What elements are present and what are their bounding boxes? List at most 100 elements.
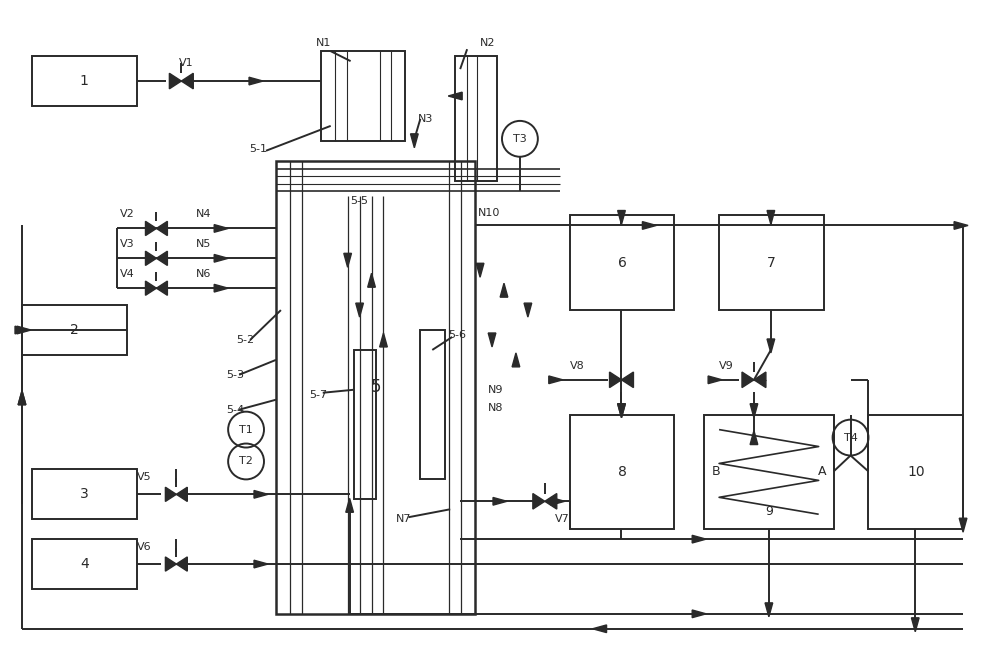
Polygon shape bbox=[767, 210, 775, 224]
Polygon shape bbox=[551, 498, 565, 505]
Polygon shape bbox=[618, 210, 625, 224]
Bar bbox=[321, 51, 405, 141]
Polygon shape bbox=[524, 303, 532, 317]
Polygon shape bbox=[169, 73, 181, 89]
Polygon shape bbox=[742, 372, 754, 387]
Bar bbox=[276, 161, 475, 614]
Polygon shape bbox=[156, 281, 167, 295]
Text: V4: V4 bbox=[120, 269, 134, 279]
Polygon shape bbox=[488, 333, 496, 347]
Polygon shape bbox=[17, 326, 31, 334]
Polygon shape bbox=[754, 372, 766, 387]
Polygon shape bbox=[181, 73, 193, 89]
Text: T4: T4 bbox=[844, 433, 857, 443]
Polygon shape bbox=[954, 222, 968, 229]
Polygon shape bbox=[476, 263, 484, 277]
Bar bbox=[719, 216, 824, 310]
Text: 9: 9 bbox=[765, 505, 773, 518]
Polygon shape bbox=[708, 376, 722, 383]
Polygon shape bbox=[512, 353, 520, 367]
Text: 5-5: 5-5 bbox=[351, 196, 369, 206]
Text: 10: 10 bbox=[907, 465, 925, 479]
Polygon shape bbox=[165, 557, 176, 571]
Bar bbox=[32, 56, 137, 106]
Text: 2: 2 bbox=[70, 323, 79, 337]
Polygon shape bbox=[356, 303, 363, 317]
Bar bbox=[868, 415, 963, 529]
Polygon shape bbox=[344, 253, 351, 267]
Text: 6: 6 bbox=[618, 256, 626, 270]
Bar bbox=[22, 305, 127, 355]
Text: V7: V7 bbox=[555, 514, 570, 524]
Polygon shape bbox=[692, 610, 706, 618]
Text: V2: V2 bbox=[120, 210, 134, 220]
Polygon shape bbox=[156, 221, 167, 236]
Polygon shape bbox=[767, 339, 775, 353]
Text: B: B bbox=[712, 465, 720, 478]
Polygon shape bbox=[214, 224, 228, 232]
Text: A: A bbox=[817, 465, 826, 478]
Polygon shape bbox=[165, 487, 176, 502]
Text: N7: N7 bbox=[395, 514, 411, 524]
Polygon shape bbox=[346, 498, 353, 512]
Text: 5-2: 5-2 bbox=[236, 335, 254, 345]
Text: V8: V8 bbox=[570, 361, 584, 371]
Polygon shape bbox=[368, 273, 375, 287]
Polygon shape bbox=[618, 403, 625, 418]
Polygon shape bbox=[249, 77, 263, 85]
Polygon shape bbox=[254, 490, 268, 498]
Polygon shape bbox=[145, 221, 156, 236]
Text: T1: T1 bbox=[239, 425, 253, 435]
Text: 5-4: 5-4 bbox=[226, 405, 244, 415]
Polygon shape bbox=[765, 603, 773, 617]
Polygon shape bbox=[156, 251, 167, 265]
Bar bbox=[354, 350, 376, 499]
Polygon shape bbox=[750, 403, 758, 418]
Polygon shape bbox=[621, 372, 633, 387]
Polygon shape bbox=[145, 251, 156, 265]
Bar bbox=[570, 415, 674, 529]
Text: 5-1: 5-1 bbox=[249, 144, 267, 154]
Bar bbox=[32, 539, 137, 589]
Text: N3: N3 bbox=[418, 114, 434, 124]
Text: N9: N9 bbox=[488, 385, 504, 395]
Bar bbox=[570, 216, 674, 310]
Polygon shape bbox=[911, 618, 919, 632]
Text: 5-7: 5-7 bbox=[309, 389, 327, 399]
Text: 3: 3 bbox=[80, 488, 89, 501]
Polygon shape bbox=[692, 535, 706, 543]
Polygon shape bbox=[493, 498, 507, 505]
Polygon shape bbox=[18, 391, 26, 405]
Text: V5: V5 bbox=[137, 472, 151, 482]
Text: V9: V9 bbox=[719, 361, 734, 371]
Polygon shape bbox=[15, 326, 29, 334]
Polygon shape bbox=[959, 518, 967, 532]
Text: N1: N1 bbox=[316, 38, 331, 48]
Text: 5: 5 bbox=[370, 378, 381, 396]
Text: 7: 7 bbox=[767, 256, 776, 270]
Text: 5-3: 5-3 bbox=[226, 370, 244, 380]
Bar bbox=[32, 470, 137, 519]
Text: N4: N4 bbox=[196, 210, 212, 220]
Text: 8: 8 bbox=[618, 465, 626, 479]
Text: N10: N10 bbox=[478, 208, 500, 218]
Text: 1: 1 bbox=[80, 74, 89, 88]
Polygon shape bbox=[411, 134, 418, 148]
Polygon shape bbox=[380, 333, 387, 347]
Text: V3: V3 bbox=[120, 239, 134, 249]
Polygon shape bbox=[18, 391, 26, 405]
Bar bbox=[455, 56, 497, 180]
Text: V1: V1 bbox=[179, 58, 194, 68]
Polygon shape bbox=[254, 560, 268, 568]
Polygon shape bbox=[750, 431, 758, 444]
Polygon shape bbox=[176, 487, 187, 502]
Polygon shape bbox=[593, 625, 607, 633]
Polygon shape bbox=[545, 494, 557, 509]
Text: 4: 4 bbox=[80, 557, 89, 571]
Polygon shape bbox=[214, 255, 228, 262]
Text: N8: N8 bbox=[488, 403, 504, 413]
Text: N6: N6 bbox=[196, 269, 212, 279]
Bar bbox=[420, 330, 445, 480]
Polygon shape bbox=[176, 557, 187, 571]
Polygon shape bbox=[618, 403, 625, 418]
